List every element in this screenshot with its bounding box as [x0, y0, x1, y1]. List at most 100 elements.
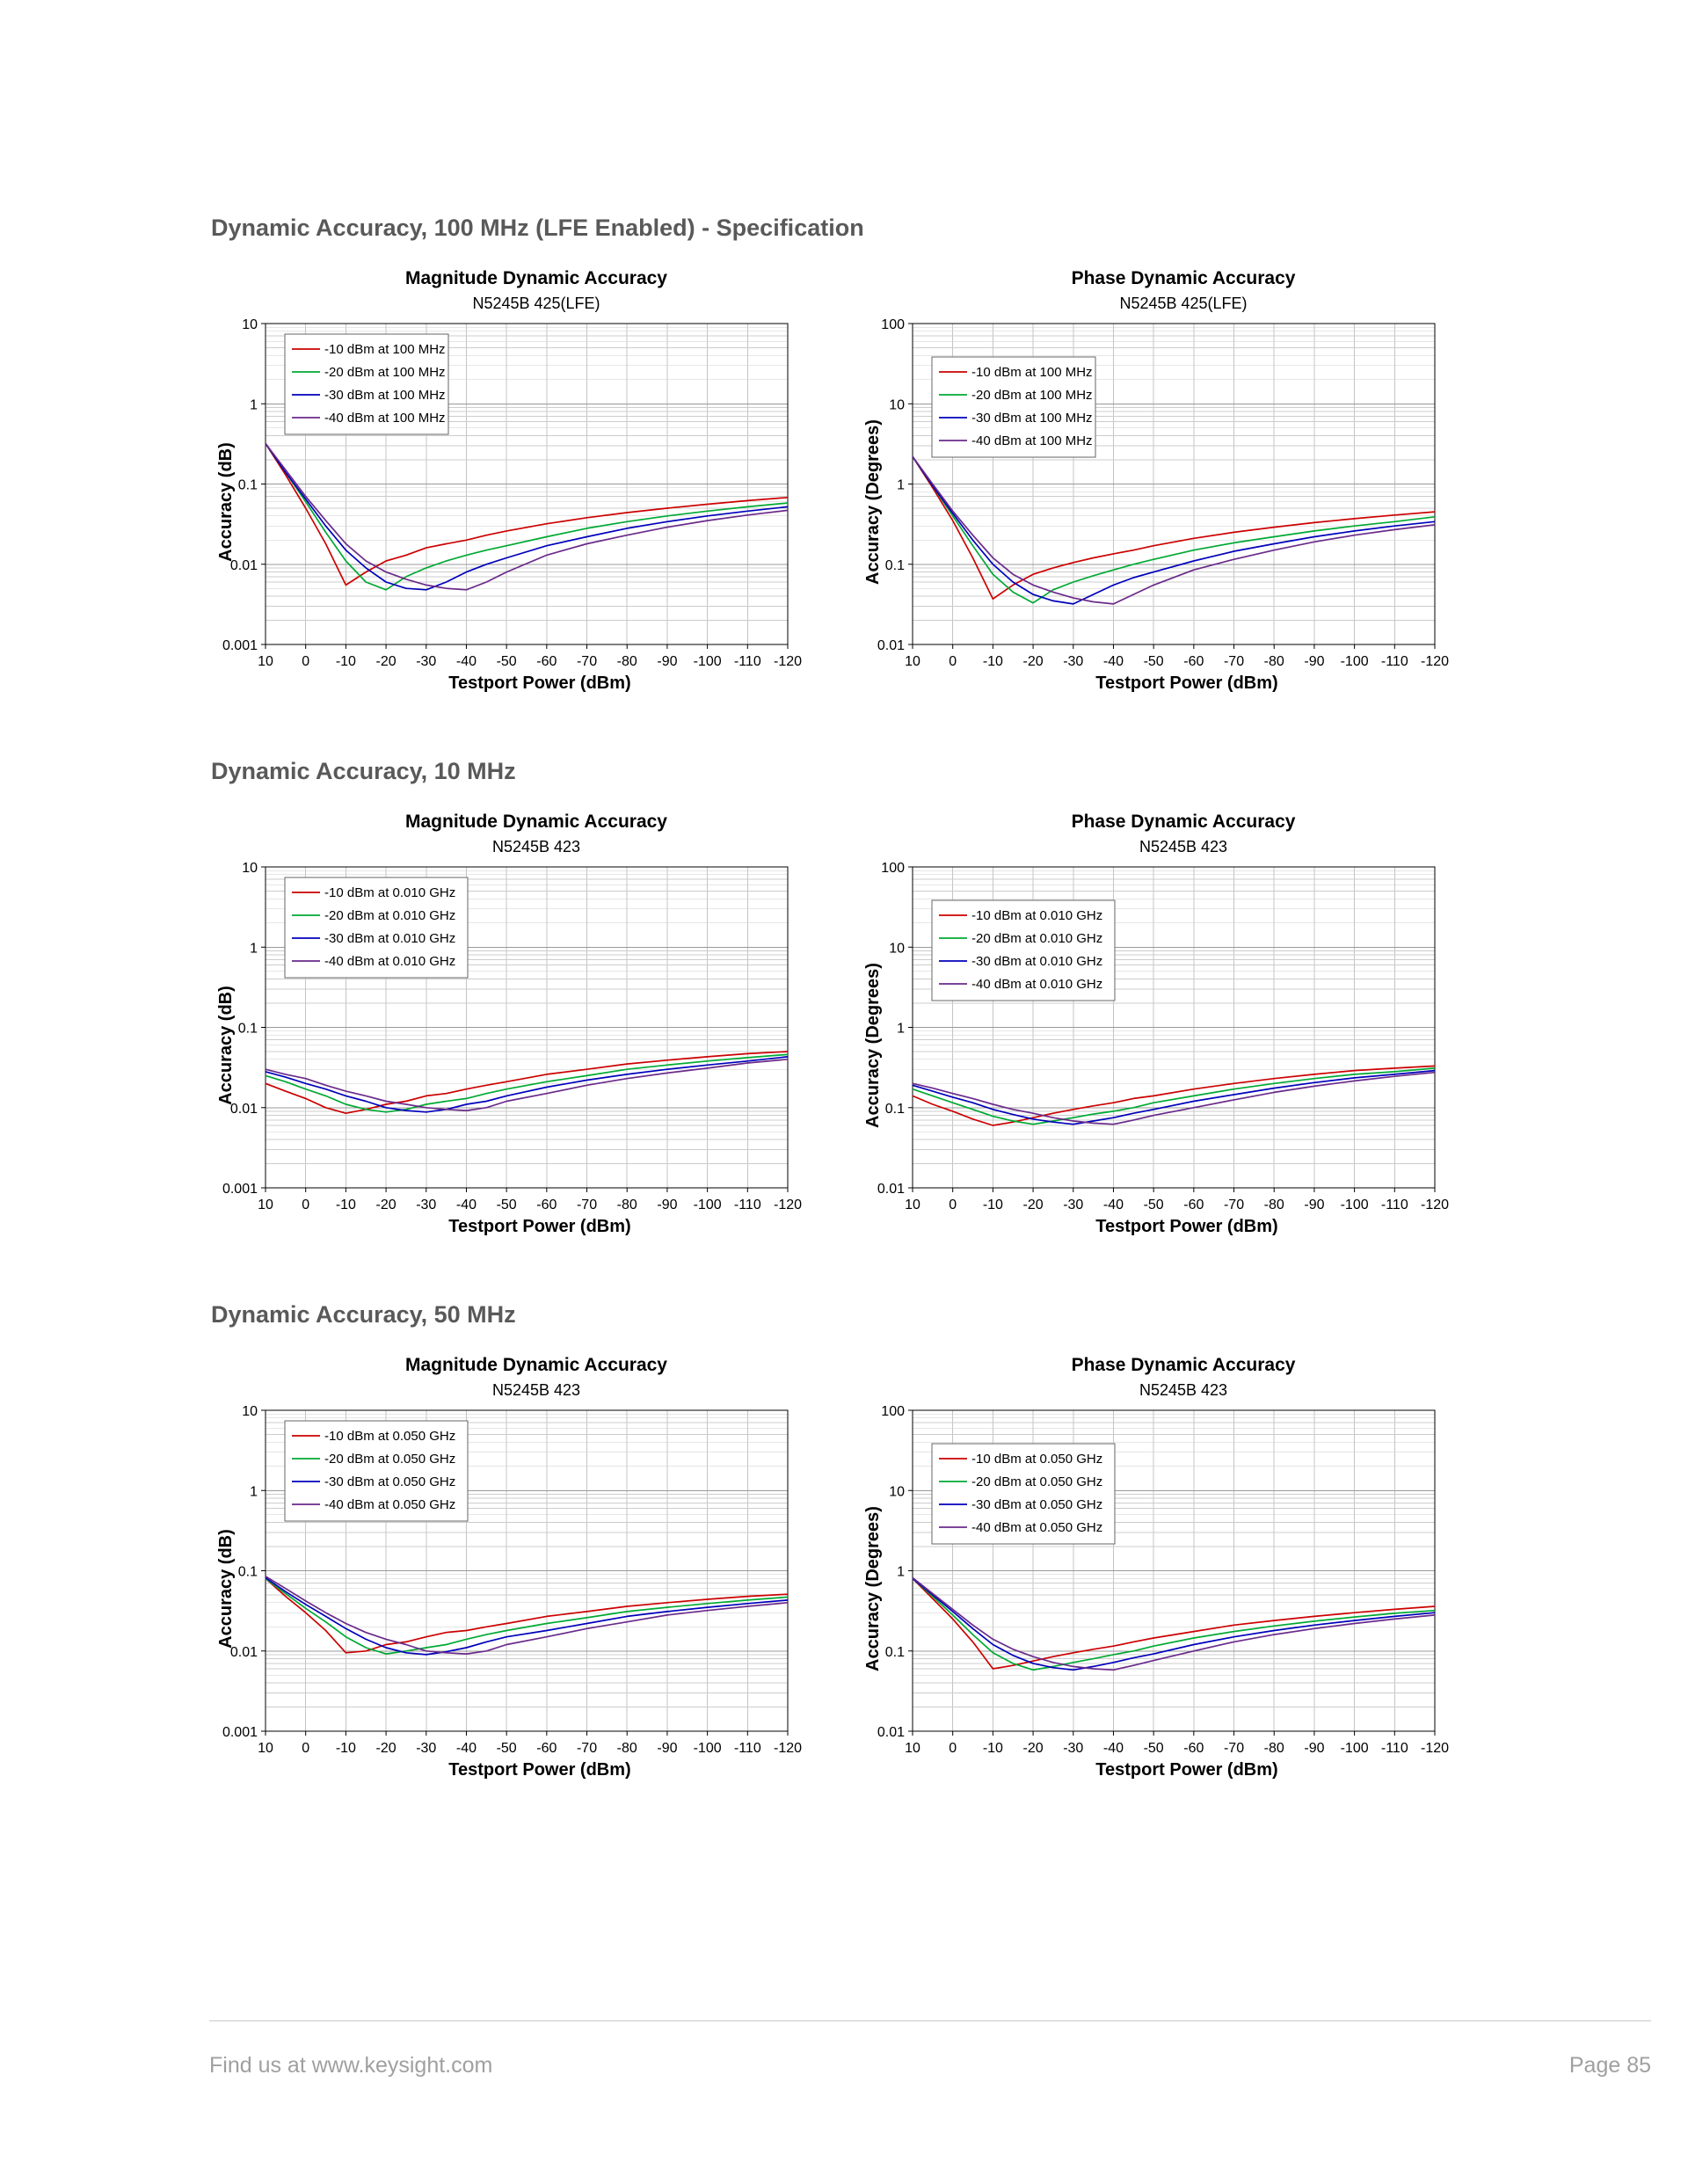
svg-text:0.1: 0.1: [238, 478, 258, 493]
svg-text:100: 100: [881, 1405, 905, 1419]
svg-text:-30 dBm at 0.050 GHz: -30 dBm at 0.050 GHz: [971, 1497, 1102, 1512]
svg-text:-20: -20: [1023, 1198, 1044, 1212]
svg-text:-90: -90: [657, 654, 677, 669]
svg-text:-10 dBm at 100 MHz: -10 dBm at 100 MHz: [971, 365, 1093, 380]
svg-text:-100: -100: [694, 1741, 722, 1756]
svg-text:-40 dBm at 100 MHz: -40 dBm at 100 MHz: [971, 433, 1093, 448]
section-50mhz: Dynamic Accuracy, 50 MHz Magnitude Dynam…: [211, 1301, 1495, 1780]
svg-text:-120: -120: [1421, 1741, 1449, 1756]
y-axis-label: Accuracy (dB): [216, 1529, 236, 1649]
svg-text:-10 dBm at 0.050 GHz: -10 dBm at 0.050 GHz: [971, 1452, 1102, 1467]
x-axis-label: Testport Power (dBm): [448, 1217, 631, 1236]
svg-text:-60: -60: [1183, 1198, 1204, 1212]
svg-text:10: 10: [889, 397, 905, 412]
chart-subtitle: N5245B 423: [491, 1381, 581, 1399]
svg-text:1: 1: [250, 941, 258, 956]
chart-subtitle: N5245B 423: [1139, 1381, 1228, 1399]
y-axis-label: Accuracy (Degrees): [863, 419, 883, 585]
svg-text:0.01: 0.01: [230, 1645, 258, 1660]
chart-phase-10mhz: Phase Dynamic Accuracy N5245B 423 Accura…: [858, 812, 1473, 1237]
svg-text:-30 dBm at 0.050 GHz: -30 dBm at 0.050 GHz: [324, 1474, 455, 1489]
svg-text:10: 10: [258, 1741, 273, 1756]
chart-svg: 10 0 -10 -20 -30 -40 -50 -60 -70 -80 -90 -100 -110 -1…: [222, 861, 802, 1212]
svg-text:-20 dBm at 0.050 GHz: -20 dBm at 0.050 GHz: [324, 1452, 455, 1467]
svg-text:-80: -80: [617, 1741, 637, 1756]
svg-text:-40 dBm at 0.010 GHz: -40 dBm at 0.010 GHz: [971, 977, 1102, 992]
svg-text:10: 10: [242, 862, 258, 876]
svg-text:0.01: 0.01: [877, 1725, 905, 1740]
svg-text:-70: -70: [1224, 1741, 1244, 1756]
svg-text:-50: -50: [1144, 1741, 1164, 1756]
svg-text:-30 dBm at 100 MHz: -30 dBm at 100 MHz: [324, 388, 446, 403]
svg-text:0.1: 0.1: [885, 558, 905, 573]
svg-text:-70: -70: [1224, 654, 1244, 669]
svg-text:-120: -120: [774, 1198, 802, 1212]
svg-text:-70: -70: [1224, 1198, 1244, 1212]
chart-phase-50mhz: Phase Dynamic Accuracy N5245B 423 Accura…: [858, 1355, 1473, 1780]
plot-area: 10 0 -10 -20 -30 -40 -50 -60 -70 -80 -90 -100 -110 -1…: [858, 1404, 1473, 1760]
svg-text:-40: -40: [456, 1198, 477, 1212]
svg-text:1: 1: [897, 1022, 905, 1037]
svg-text:0.001: 0.001: [222, 638, 258, 653]
svg-text:-110: -110: [1381, 1198, 1408, 1212]
svg-text:-60: -60: [1183, 654, 1204, 669]
chart-svg: 10 0 -10 -20 -30 -40 -50 -60 -70 -80 -90 -100 -110 -1…: [877, 861, 1449, 1212]
svg-text:10: 10: [889, 1484, 905, 1499]
plot-area: 10 0 -10 -20 -30 -40 -50 -60 -70 -80 -90 -100 -110 -1…: [211, 861, 826, 1217]
svg-text:-40 dBm at 0.010 GHz: -40 dBm at 0.010 GHz: [324, 954, 455, 969]
svg-text:-20 dBm at 100 MHz: -20 dBm at 100 MHz: [324, 365, 446, 380]
chart-svg: 10 0 -10 -20 -30 -40 -50 -60 -70 -80 -90 -100 -110 -1…: [877, 1404, 1449, 1756]
svg-text:-40: -40: [456, 654, 477, 669]
svg-text:-10: -10: [336, 1198, 356, 1212]
svg-text:-90: -90: [1304, 1198, 1324, 1212]
section-10mhz: Dynamic Accuracy, 10 MHz Magnitude Dynam…: [211, 758, 1495, 1237]
svg-text:10: 10: [905, 654, 920, 669]
svg-text:-20 dBm at 0.010 GHz: -20 dBm at 0.010 GHz: [324, 908, 455, 923]
svg-text:0: 0: [949, 1741, 957, 1756]
footer-divider: [209, 2020, 1651, 2021]
chart-svg: 10 0 -10 -20 -30 -40 -50 -60 -70 -80 -90 -100 -110 -1…: [222, 317, 802, 669]
svg-text:0.1: 0.1: [885, 1645, 905, 1660]
plot-area: 10 0 -10 -20 -30 -40 -50 -60 -70 -80 -90 -100 -110 -1…: [858, 317, 1473, 673]
svg-text:0.1: 0.1: [238, 1565, 258, 1580]
svg-text:0.001: 0.001: [222, 1725, 258, 1740]
svg-text:-20 dBm at 0.050 GHz: -20 dBm at 0.050 GHz: [971, 1474, 1102, 1489]
svg-text:10: 10: [258, 1198, 273, 1212]
svg-text:-110: -110: [734, 1198, 761, 1212]
svg-text:-110: -110: [1381, 654, 1408, 669]
chart-title: Phase Dynamic Accuracy: [1071, 812, 1296, 832]
plot-area: 10 0 -10 -20 -30 -40 -50 -60 -70 -80 -90 -100 -110 -1…: [211, 1404, 826, 1760]
svg-text:-60: -60: [536, 654, 557, 669]
x-axis-label: Testport Power (dBm): [1095, 673, 1278, 693]
plot-area: 10 0 -10 -20 -30 -40 -50 -60 -70 -80 -90 -100 -110 -1…: [211, 317, 826, 673]
chart-title: Phase Dynamic Accuracy: [1071, 268, 1296, 288]
chart-subtitle: N5245B 425(LFE): [472, 295, 600, 312]
svg-text:0.001: 0.001: [222, 1182, 258, 1197]
x-axis-label: Testport Power (dBm): [1095, 1217, 1278, 1236]
svg-text:0.01: 0.01: [230, 1102, 258, 1117]
svg-text:0: 0: [302, 1198, 309, 1212]
svg-text:-30: -30: [416, 1741, 436, 1756]
y-axis-label: Accuracy (dB): [216, 442, 236, 562]
y-axis-label: Accuracy (Degrees): [863, 1506, 883, 1671]
svg-text:-120: -120: [1421, 1198, 1449, 1212]
charts-row: Magnitude Dynamic Accuracy N5245B 423 Ac…: [211, 812, 1495, 1237]
svg-text:-10: -10: [336, 654, 356, 669]
svg-text:0.01: 0.01: [877, 638, 905, 653]
svg-text:0.01: 0.01: [877, 1182, 905, 1197]
chart-phase-100mhz: Phase Dynamic Accuracy N5245B 425(LFE) A…: [858, 268, 1473, 694]
chart-title: Magnitude Dynamic Accuracy: [405, 268, 667, 288]
chart-magnitude-50mhz: Magnitude Dynamic Accuracy N5245B 423 Ac…: [211, 1355, 826, 1780]
svg-text:-20: -20: [1023, 654, 1044, 669]
page-number: Page 85: [1568, 2053, 1651, 2078]
svg-text:-10 dBm at 100 MHz: -10 dBm at 100 MHz: [324, 342, 446, 357]
svg-text:-30 dBm at 100 MHz: -30 dBm at 100 MHz: [971, 411, 1093, 426]
svg-text:0: 0: [949, 654, 957, 669]
svg-text:-100: -100: [1341, 1741, 1369, 1756]
svg-text:-50: -50: [497, 654, 517, 669]
svg-text:10: 10: [242, 1405, 258, 1419]
y-axis-label: Accuracy (Degrees): [863, 963, 883, 1128]
svg-text:100: 100: [881, 862, 905, 876]
page-footer: Find us at www.keysight.com Page 85: [209, 2020, 1651, 2078]
